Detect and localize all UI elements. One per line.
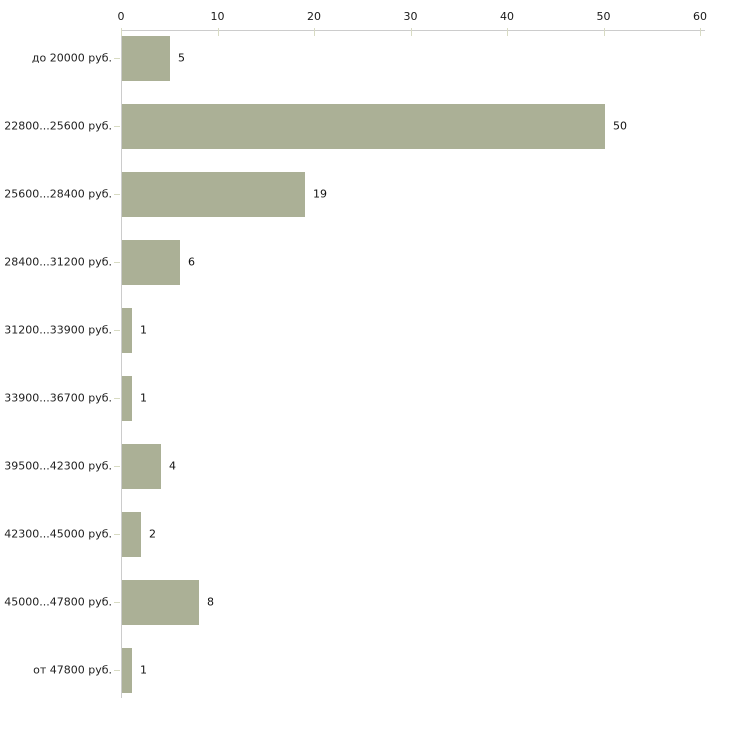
bar <box>122 443 161 489</box>
category-label: 33900...36700 руб. <box>4 391 112 405</box>
bar <box>122 307 132 353</box>
x-axis-tick-label: 20 <box>307 10 321 23</box>
bar <box>122 375 132 421</box>
category-tick-mark <box>114 398 120 399</box>
category-tick-mark <box>114 58 120 59</box>
category-label: 42300...45000 руб. <box>4 527 112 541</box>
x-axis-tick-mark <box>121 28 122 36</box>
category-label: 31200...33900 руб. <box>4 323 112 337</box>
category-label: до 20000 руб. <box>31 51 112 65</box>
category-label: 28400...31200 руб. <box>4 255 112 269</box>
x-axis-tick-label: 50 <box>596 10 611 23</box>
x-axis-tick-mark <box>507 28 508 36</box>
category-tick-mark <box>114 602 120 603</box>
y-axis-line <box>121 30 122 698</box>
x-axis-tick-label: 40 <box>500 10 514 23</box>
x-axis-tick-label: 0 <box>117 10 125 23</box>
value-label: 1 <box>140 323 147 337</box>
bar <box>122 171 305 217</box>
x-axis-tick-mark <box>314 28 315 36</box>
bar <box>122 35 170 81</box>
x-axis-tick-label: 10 <box>210 10 225 23</box>
category-label: 39500...42300 руб. <box>4 459 112 473</box>
category-tick-mark <box>114 262 120 263</box>
category-label: от 47800 руб. <box>33 663 112 677</box>
bar <box>122 511 141 557</box>
x-axis-tick-mark <box>700 28 701 36</box>
value-label: 4 <box>169 459 176 473</box>
category-label: 22800...25600 руб. <box>4 119 112 133</box>
category-tick-mark <box>114 466 120 467</box>
bar <box>122 239 180 285</box>
category-label: 25600...28400 руб. <box>4 187 112 201</box>
value-label: 6 <box>188 255 195 269</box>
x-axis-tick-mark <box>410 28 412 36</box>
category-tick-mark <box>114 534 120 535</box>
x-axis-tick-mark <box>217 28 219 36</box>
bar <box>122 579 199 625</box>
x-axis-line <box>121 30 705 31</box>
x-axis-tick-label: 60 <box>693 10 707 23</box>
bar <box>122 647 132 693</box>
value-label: 50 <box>613 119 627 133</box>
value-label: 1 <box>140 663 147 677</box>
x-axis-tick-mark <box>603 28 605 36</box>
value-label: 8 <box>207 595 214 609</box>
category-tick-mark <box>114 330 120 331</box>
category-label: 45000...47800 руб. <box>4 595 112 609</box>
category-tick-mark <box>114 194 120 195</box>
bar <box>122 103 605 149</box>
value-label: 5 <box>178 51 185 65</box>
x-axis-tick-label: 30 <box>403 10 418 23</box>
category-tick-mark <box>114 670 120 671</box>
value-label: 2 <box>149 527 156 541</box>
value-label: 19 <box>313 187 327 201</box>
value-label: 1 <box>140 391 147 405</box>
category-tick-mark <box>114 126 120 127</box>
